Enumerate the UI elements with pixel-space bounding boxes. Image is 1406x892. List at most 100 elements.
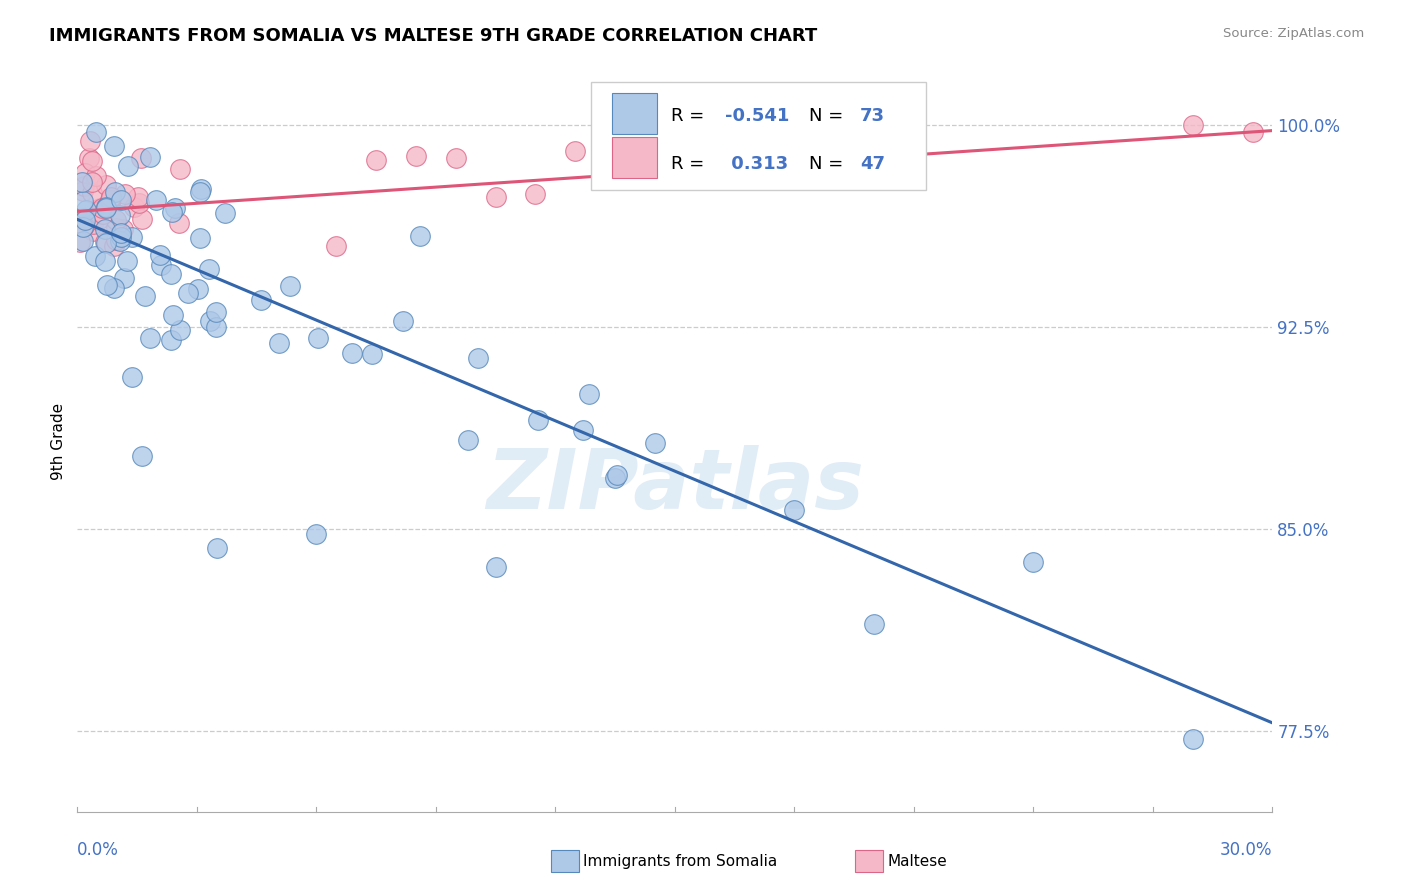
Point [578,386,600,401]
Text: IMMIGRANTS FROM SOMALIA VS MALTESE 9TH GRADE CORRELATION CHART: IMMIGRANTS FROM SOMALIA VS MALTESE 9TH G… [49,27,817,45]
Point [134,289,156,303]
Point [145,193,167,207]
Point [103,139,125,153]
Point [94,235,117,250]
Point [121,370,143,384]
Point [361,347,384,361]
Point [526,413,548,427]
Point [1022,555,1045,569]
Point [128,195,150,210]
Point [205,541,228,555]
Point [138,150,160,164]
Point [111,222,134,236]
Point [73,212,96,227]
Point [160,268,183,282]
Point [100,193,122,207]
Point [131,212,153,227]
Point [108,234,131,248]
Point [110,208,132,222]
Point [159,333,181,347]
Point [80,186,103,201]
Text: Immigrants from Somalia: Immigrants from Somalia [583,855,778,869]
Point [485,559,508,574]
Point [250,293,273,307]
Text: 47: 47 [860,155,886,173]
Point [457,433,479,447]
Point [177,286,200,301]
Point [1181,732,1204,747]
Point [73,165,96,179]
Text: 73: 73 [860,107,886,125]
Point [190,182,212,196]
Point [104,185,127,199]
Point [94,254,117,268]
Point [188,185,211,199]
Point [82,217,104,231]
Point [524,186,547,201]
FancyBboxPatch shape [612,137,657,178]
Text: N =: N = [808,155,849,173]
Point [70,175,93,189]
Point [325,239,347,253]
Point [131,449,153,463]
Point [644,436,666,450]
Point [405,149,427,163]
Point [94,222,117,236]
Point [129,151,152,165]
Point [82,224,104,238]
Point [340,346,363,360]
Point [103,281,125,295]
Text: N =: N = [808,107,849,125]
Point [72,194,94,208]
Text: Source: ZipAtlas.com: Source: ZipAtlas.com [1223,27,1364,40]
Point [79,134,101,148]
Point [278,278,301,293]
Point [115,254,138,268]
Point [84,125,107,139]
Point [94,178,117,193]
Point [124,201,146,215]
Point [72,234,94,248]
Point [187,282,209,296]
Point [1241,125,1264,139]
Point [94,201,117,215]
Point [110,229,132,244]
Point [200,314,222,328]
Point [91,207,114,221]
Point [572,423,595,437]
Point [392,314,415,328]
Point [89,203,111,218]
Text: Maltese: Maltese [887,855,946,869]
Point [366,153,388,167]
Point [605,468,627,483]
Point [84,169,107,183]
Text: R =: R = [671,155,710,173]
Point [87,213,110,227]
Point [121,230,143,244]
Point [169,161,191,176]
Point [96,200,118,214]
Point [603,471,626,485]
Point [149,248,172,262]
Point [305,527,328,541]
Point [214,206,236,220]
Point [72,179,94,194]
Point [73,219,96,233]
Point [112,271,135,285]
Point [564,144,586,158]
Point [198,262,221,277]
Point [163,201,186,215]
Point [162,308,184,322]
Point [105,233,128,247]
Point [138,331,160,345]
Point [1181,118,1204,132]
Text: 0.313: 0.313 [725,155,789,173]
Point [188,231,211,245]
Point [204,319,226,334]
FancyBboxPatch shape [612,94,657,134]
Point [205,305,228,319]
Point [91,201,114,215]
Point [82,154,104,169]
Point [77,151,100,165]
Point [409,229,432,244]
